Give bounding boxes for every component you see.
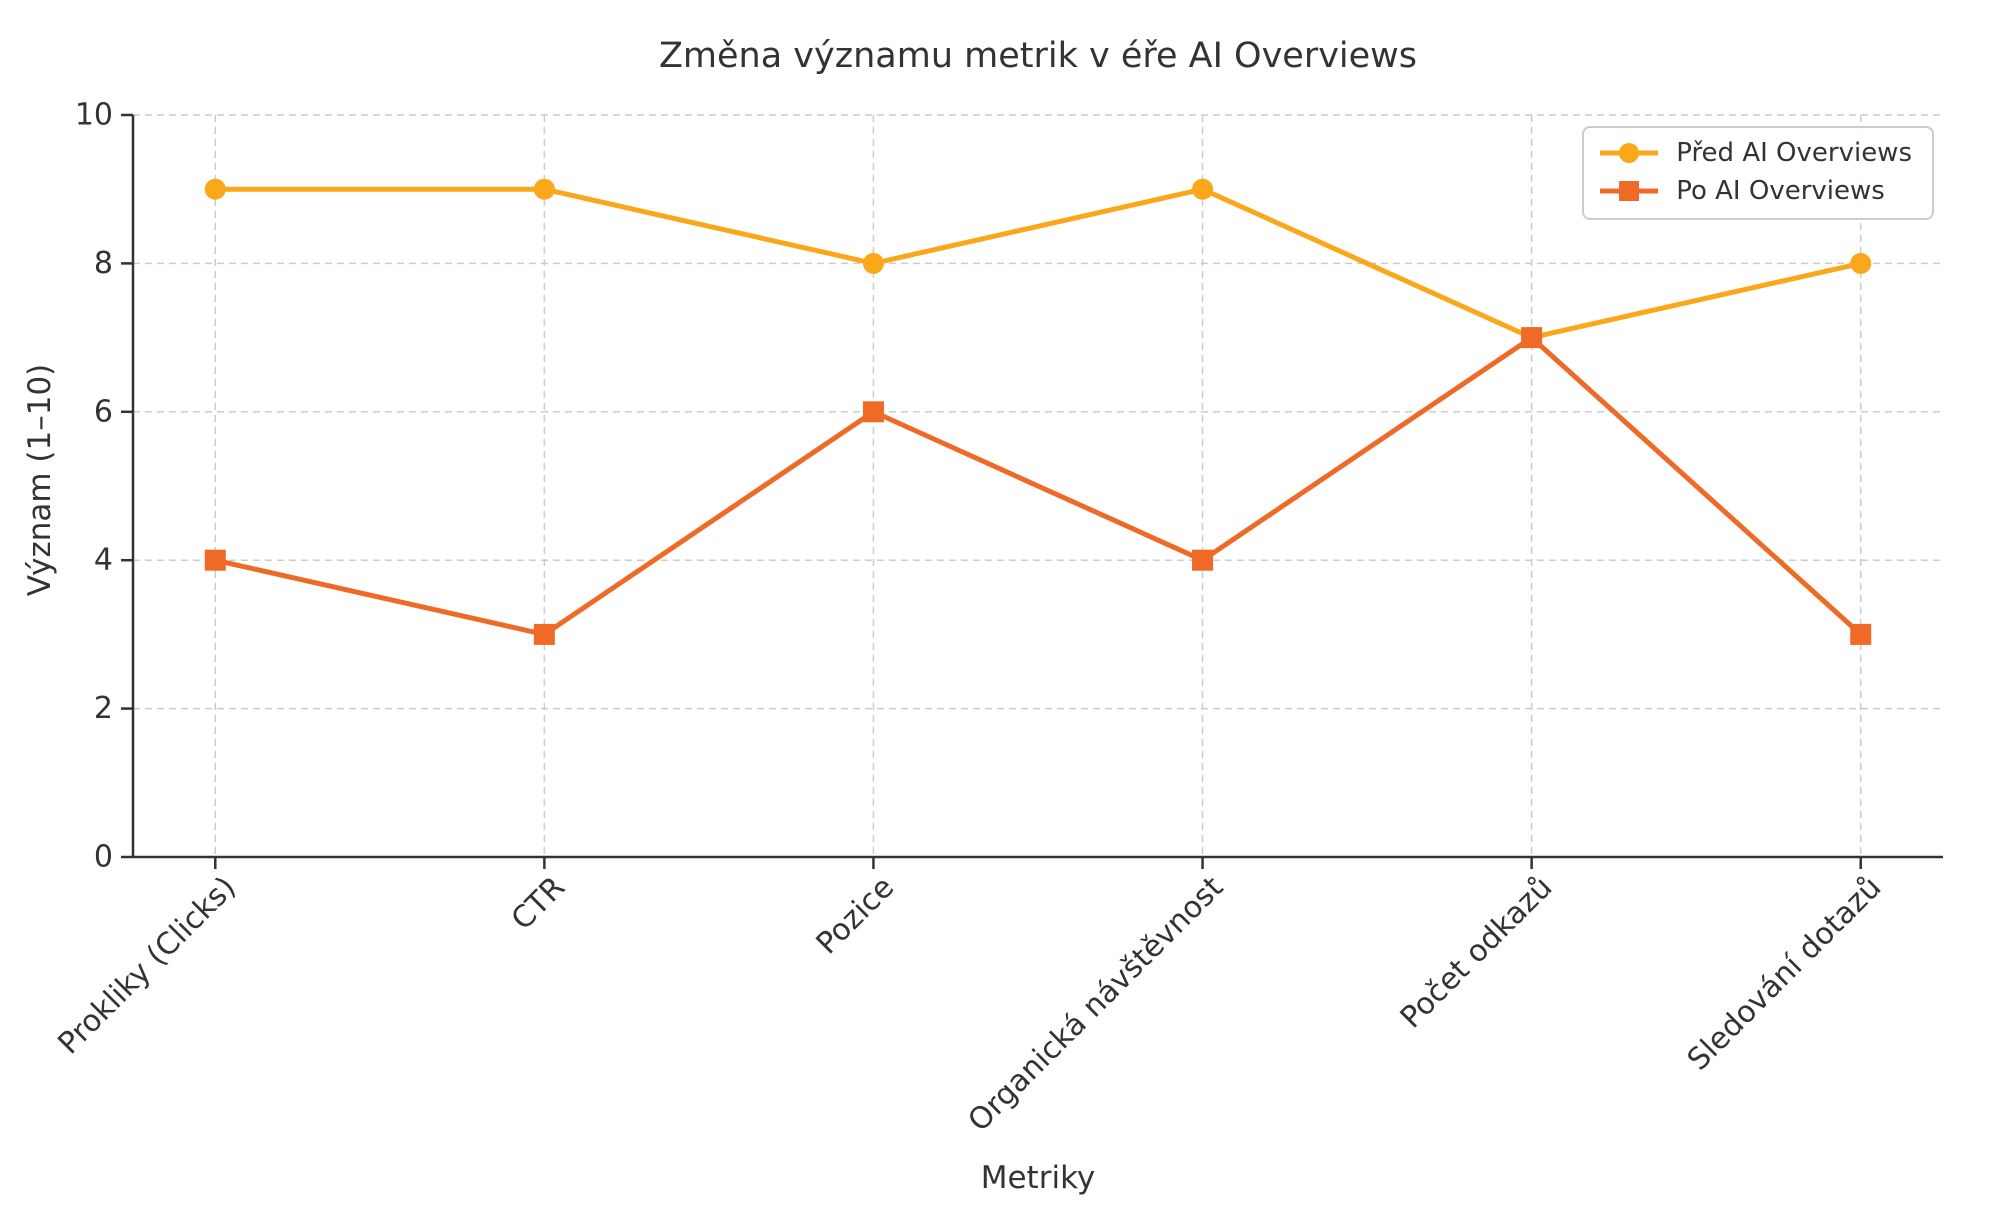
y-tick-label: 2 bbox=[94, 691, 113, 726]
x-tick-label: CTR bbox=[505, 870, 572, 937]
legend: Před AI Overviews Po AI Overviews bbox=[1582, 126, 1934, 220]
data-point-square bbox=[862, 401, 884, 423]
chart-title: Změna významu metrik v éře AI Overviews bbox=[658, 36, 1418, 76]
y-tick-label: 6 bbox=[94, 394, 113, 429]
series-po bbox=[204, 327, 1872, 645]
legend-label: Po AI Overviews bbox=[1676, 176, 1885, 206]
legend-label: Před AI Overviews bbox=[1676, 138, 1912, 168]
x-tick-labels: Prokliky (Clicks) CTR Pozice Organická návš… bbox=[51, 870, 1888, 1139]
series-line bbox=[212, 335, 1864, 637]
x-axis-label: Metriky bbox=[980, 1160, 1096, 1196]
legend-item-po: Po AI Overviews bbox=[1598, 176, 1912, 206]
x-tick-label: Pozice bbox=[810, 870, 902, 962]
x-tick-label: Prokliky (Clicks) bbox=[51, 870, 242, 1061]
data-point-circle bbox=[1192, 178, 1214, 200]
y-tick-label: 10 bbox=[75, 98, 113, 133]
x-tick-label: Sledování dotazů bbox=[1681, 870, 1889, 1078]
data-point-square bbox=[1521, 327, 1543, 349]
data-point-square bbox=[1850, 623, 1872, 645]
x-tick-label: Organická návštěvnost bbox=[962, 870, 1231, 1139]
data-point-circle bbox=[204, 178, 226, 200]
data-point-circle bbox=[1850, 252, 1872, 274]
data-point-square bbox=[1192, 549, 1214, 571]
gridlines bbox=[133, 114, 1943, 858]
data-point-circle bbox=[862, 252, 884, 274]
data-point-square bbox=[533, 623, 555, 645]
data-point-square bbox=[204, 549, 226, 571]
ticks bbox=[121, 113, 1862, 869]
x-tick-label: Počet odkazů bbox=[1394, 870, 1559, 1035]
data-point-circle bbox=[533, 178, 555, 200]
y-tick-label: 0 bbox=[94, 840, 113, 875]
y-tick-label: 4 bbox=[94, 543, 113, 578]
series-line bbox=[212, 186, 1864, 341]
y-tick-labels: 0 2 4 6 8 10 bbox=[75, 98, 113, 875]
axes-spines bbox=[131, 115, 1943, 859]
legend-item-pred: Před AI Overviews bbox=[1598, 138, 1912, 168]
y-axis-label: Význam (1–10) bbox=[22, 363, 58, 597]
legend-swatch-circle-icon bbox=[1600, 143, 1659, 163]
legend-swatch-square-icon bbox=[1600, 181, 1659, 201]
y-tick-label: 8 bbox=[94, 246, 113, 281]
